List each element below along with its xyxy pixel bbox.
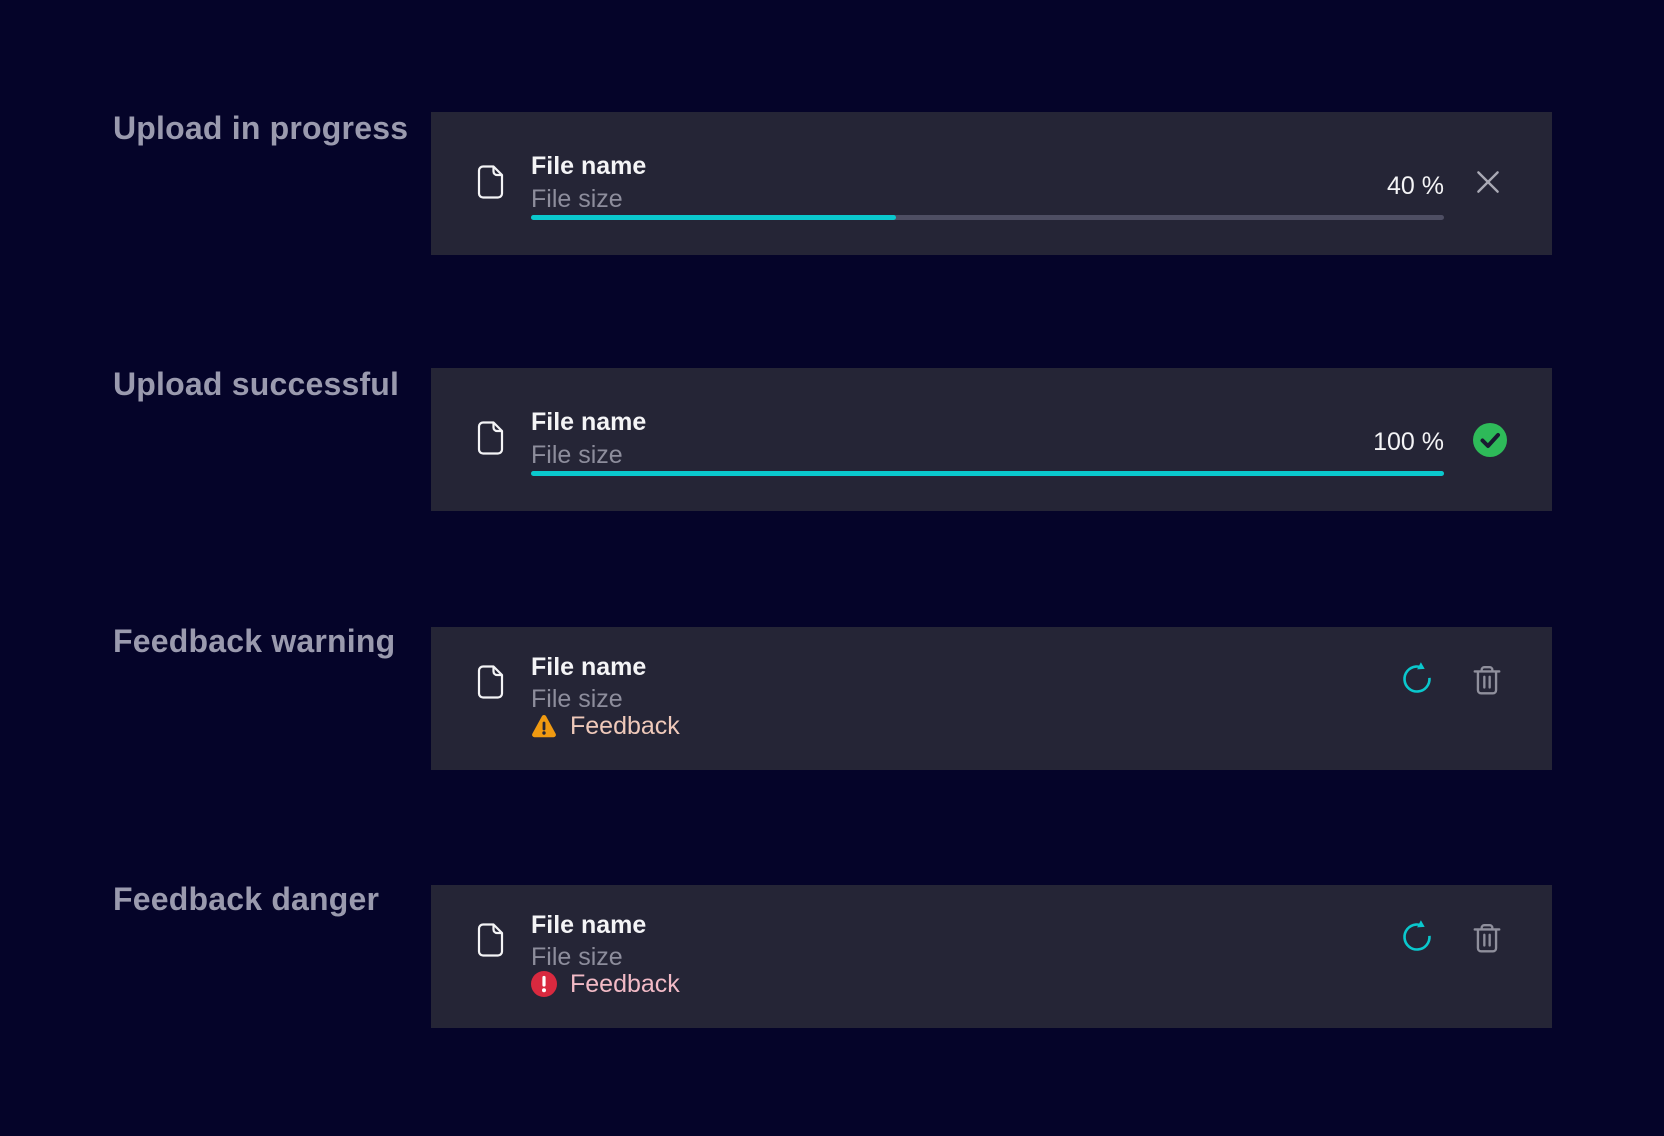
upload-card-successful: File name File size 100 % (431, 368, 1552, 511)
trash-icon (1472, 666, 1502, 699)
file-size: File size (531, 185, 623, 213)
file-size: File size (531, 441, 623, 469)
warning-triangle-icon (530, 713, 558, 739)
section-title: Upload in progress (113, 110, 409, 146)
feedback-label: Feedback (570, 970, 680, 998)
section-title: Feedback danger (113, 881, 380, 917)
trash-icon (1472, 924, 1502, 957)
file-size: File size (531, 943, 623, 971)
file-name: File name (531, 152, 647, 180)
progress-percent-label: 100 % (1373, 428, 1444, 456)
upload-card-danger: File name File size Feedback (431, 885, 1552, 1028)
section-title: Feedback warning (113, 623, 396, 659)
file-icon (477, 665, 504, 704)
feedback-row: Feedback (529, 969, 680, 999)
file-icon (477, 165, 504, 204)
feedback-label: Feedback (570, 712, 680, 740)
refresh-icon (1399, 660, 1435, 700)
progress-bar (531, 471, 1444, 476)
progress-bar-fill (531, 215, 897, 220)
file-name: File name (531, 653, 647, 681)
close-icon (1473, 171, 1503, 200)
section-title: Upload successful (113, 366, 400, 402)
retry-upload-button[interactable] (1399, 660, 1435, 700)
file-size: File size (531, 685, 623, 713)
delete-file-button[interactable] (1472, 664, 1502, 696)
file-name: File name (531, 911, 647, 939)
progress-percent-label: 40 % (1387, 172, 1444, 200)
progress-bar-fill (531, 471, 1444, 476)
danger-circle-icon (529, 969, 559, 999)
upload-card-in-progress: File name File size 40 % (431, 112, 1552, 255)
success-check-icon (1471, 421, 1509, 459)
upload-card-warning: File name File size Feedback (431, 627, 1552, 770)
delete-file-button[interactable] (1472, 922, 1502, 954)
progress-bar (531, 215, 1444, 220)
retry-upload-button[interactable] (1399, 918, 1435, 958)
refresh-icon (1399, 918, 1435, 958)
feedback-row: Feedback (530, 711, 680, 741)
file-name: File name (531, 408, 647, 436)
file-icon (477, 421, 504, 460)
cancel-upload-button[interactable] (1473, 167, 1503, 197)
file-icon (477, 923, 504, 962)
